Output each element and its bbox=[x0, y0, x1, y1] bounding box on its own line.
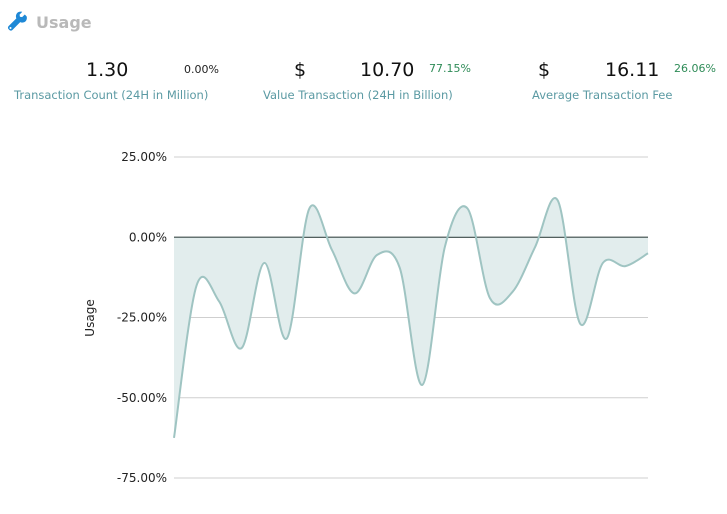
stat-label: Average Transaction Fee bbox=[532, 88, 673, 102]
y-tick-label: 0.00% bbox=[129, 230, 167, 244]
y-axis-ticks: 25.00% 0.00% -25.00% -50.00% -75.00% bbox=[117, 150, 167, 485]
stat-label: Value Transaction (24H in Billion) bbox=[263, 88, 453, 102]
page-title: Usage bbox=[36, 12, 92, 32]
series-line bbox=[173, 197, 649, 439]
y-tick-label: -75.00% bbox=[117, 471, 167, 485]
stat-change: 0.00% bbox=[184, 63, 219, 76]
stat-label: Transaction Count (24H in Million) bbox=[14, 88, 209, 102]
currency-symbol: $ bbox=[538, 59, 551, 81]
currency-symbol: $ bbox=[294, 59, 307, 81]
y-tick-label: 25.00% bbox=[121, 150, 167, 164]
stat-change: 77.15% bbox=[429, 62, 471, 75]
area-layer bbox=[173, 197, 649, 439]
stat-value: 16.11 bbox=[605, 59, 660, 81]
usage-header: Usage bbox=[6, 10, 92, 34]
y-tick-label: -50.00% bbox=[117, 391, 167, 405]
stat-change: 26.06% bbox=[674, 62, 716, 75]
y-axis-label: Usage bbox=[83, 299, 97, 336]
stat-value: 1.30 bbox=[86, 59, 129, 81]
stat-value: 10.70 bbox=[360, 59, 415, 81]
y-tick-label: -25.00% bbox=[117, 311, 167, 325]
wrench-icon bbox=[7, 11, 27, 31]
